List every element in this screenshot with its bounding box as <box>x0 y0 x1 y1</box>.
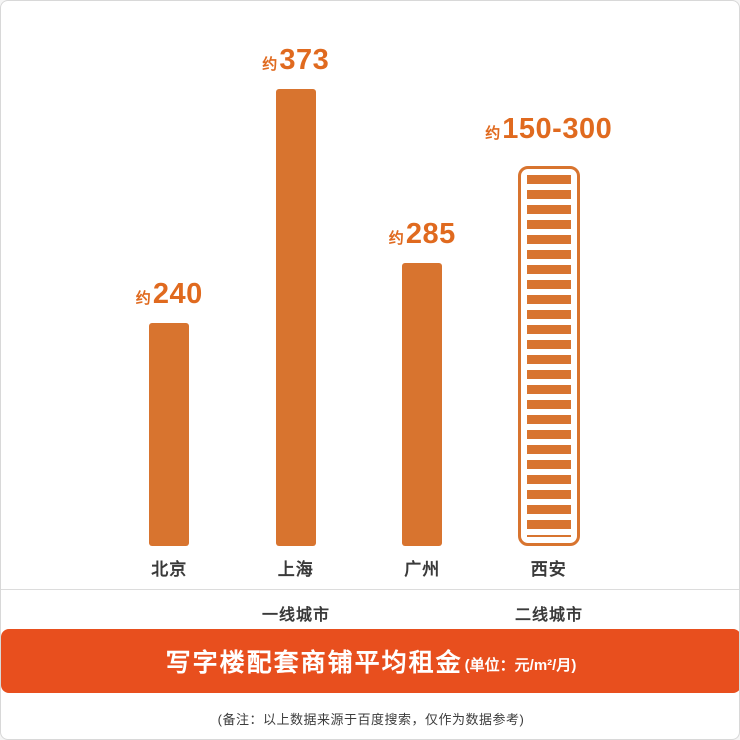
bar-chart: 约 240 约 373 约 285 约 150-300 <box>106 1 612 546</box>
value-label-beijing: 约 240 <box>136 280 203 309</box>
footnote: (备注：以上数据来源于百度搜索，仅作为数据参考) <box>217 712 525 727</box>
tier-label-second: 二线城市 <box>514 607 584 624</box>
value-label-xian: 约 150-300 <box>485 115 612 144</box>
x-axis-labels: 北京 上海 广州 西安 <box>106 555 612 580</box>
value-number: 150-300 <box>502 113 613 145</box>
city-label-shanghai: 上海 <box>277 560 314 579</box>
chart-unit-label: (单位：元/m²/月) <box>464 656 577 674</box>
bar-group-xian: 约 150-300 <box>485 1 613 546</box>
bar-shanghai <box>275 89 316 546</box>
bar-group-guangzhou: 约 285 <box>359 1 486 546</box>
bar-beijing <box>149 323 190 546</box>
tier-label-first: 一线城市 <box>261 607 331 624</box>
value-number: 240 <box>152 278 203 310</box>
bar-group-beijing: 约 240 <box>106 1 233 546</box>
title-banner: 写字楼配套商铺平均租金 (单位：元/m²/月) <box>1 629 739 693</box>
bar-guangzhou <box>402 263 443 546</box>
value-prefix: 约 <box>135 290 151 307</box>
value-prefix: 约 <box>485 125 501 142</box>
value-number: 285 <box>405 218 456 250</box>
city-label-beijing: 北京 <box>151 560 188 579</box>
value-number: 373 <box>279 44 330 76</box>
value-label-shanghai: 约 373 <box>262 46 329 75</box>
bar-xian-stripes <box>526 175 571 537</box>
bar-xian <box>517 166 580 546</box>
chart-title: 写字楼配套商铺平均租金 <box>165 649 463 677</box>
value-label-guangzhou: 约 285 <box>389 220 456 249</box>
city-label-guangzhou: 广州 <box>404 560 441 579</box>
value-prefix: 约 <box>262 56 278 73</box>
bar-group-shanghai: 约 373 <box>233 1 360 546</box>
value-prefix: 约 <box>388 230 404 247</box>
tier-divider-line <box>1 589 739 590</box>
city-label-xian: 西安 <box>530 560 567 579</box>
